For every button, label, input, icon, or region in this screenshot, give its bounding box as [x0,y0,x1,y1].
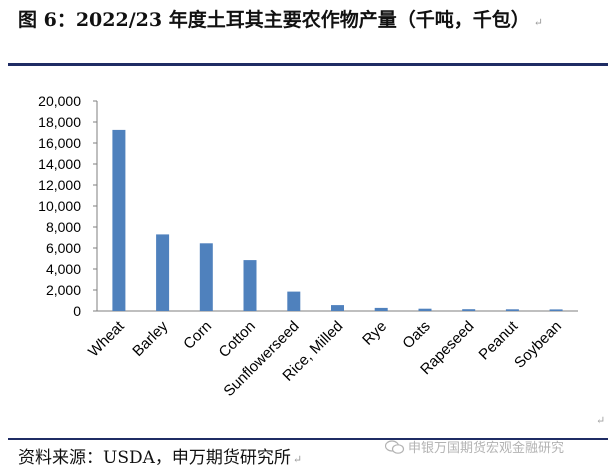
source-paragraph-mark: ↵ [292,453,303,466]
bar-chart: 0 2,000 4,000 6,000 8,000 10,000 12,000 14,000 1… [38,93,578,400]
x-tick-label: Barley [129,317,171,359]
y-tick-label: 12,000 [38,177,81,193]
bottom-rule [8,438,608,440]
y-tick-label: 16,000 [38,135,81,151]
bar-oats [418,308,432,311]
watermark: 申银万国期货宏观金融研究 [385,437,610,456]
bar-rapeseed [462,309,476,311]
y-tick-label: 18,000 [38,114,81,130]
x-tick-label: Rye [359,318,390,349]
x-tick-label: Sunflowerseed [220,318,302,400]
x-tick-label: Cotton [216,318,259,361]
figure-title: 图 6：2022/23 年度土耳其主要农作物产量（千吨，千包） ↵ [18,4,603,39]
wechat-icon [385,440,405,454]
x-tick-label: Oats [399,318,433,352]
x-tick-label: Wheat [85,317,128,360]
bar-rye [374,307,388,311]
figure-title-text: 图 6：2022/23 年度土耳其主要农作物产量（千吨，千包） [18,9,530,31]
paragraph-mark: ↵ [533,16,543,29]
x-tick-label: Soybean [511,318,565,372]
bar-wheat [112,129,126,311]
bar-peanut [505,309,519,311]
source-text: 资料来源：USDA，申万期货研究所 [18,448,291,468]
bar-rice-milled [331,305,344,311]
y-tick-label: 20,000 [38,93,81,109]
bar-soybean [549,309,563,311]
y-tick-label: 4,000 [46,261,81,277]
y-tick-label: 2,000 [46,282,81,298]
bar-sunflowerseed [287,291,301,311]
top-rule [8,63,608,66]
bar-corn [199,243,213,311]
bar-cotton [243,260,257,311]
y-tick-label: 8,000 [46,219,81,235]
y-tick-label: 10,000 [38,198,81,214]
y-tick-label: 14,000 [38,156,81,172]
paragraph-mark-corner: ↵ [596,414,606,427]
bar-barley [156,234,170,311]
y-tick-label: 0 [73,303,81,319]
x-tick-label: Corn [180,318,215,353]
watermark-text: 申银万国期货宏观金融研究 [408,441,565,456]
source-note: 资料来源：USDA，申万期货研究所 ↵ [18,446,302,472]
y-tick-label: 6,000 [46,240,81,256]
